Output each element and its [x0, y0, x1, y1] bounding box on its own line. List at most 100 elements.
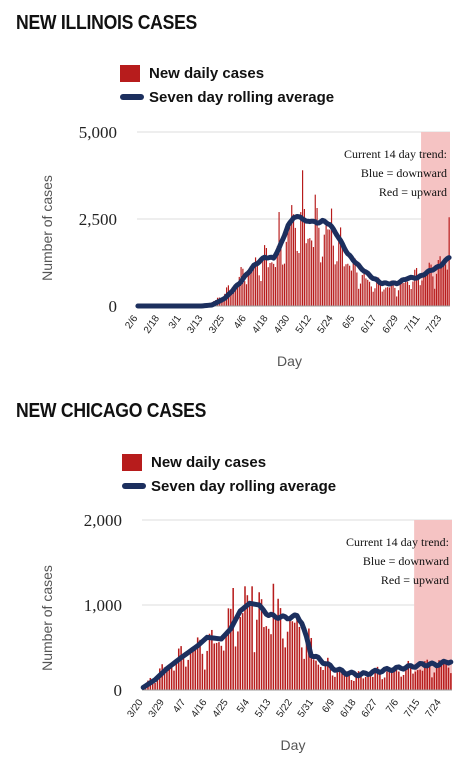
daily-bar — [236, 287, 239, 306]
daily-bar — [367, 279, 369, 306]
x-tick-label: 5/4 — [235, 697, 252, 715]
y-tick-label: 2,000 — [84, 511, 122, 530]
x-tick-label: 6/9 — [320, 697, 337, 715]
daily-bar — [334, 264, 336, 306]
daily-bar — [220, 645, 223, 690]
daily-bar — [201, 653, 204, 690]
daily-bar — [424, 661, 426, 690]
daily-bar — [233, 286, 235, 306]
daily-bar — [249, 266, 251, 306]
legend-item-average[interactable]: Seven day rolling average — [120, 85, 334, 109]
daily-bars — [142, 583, 452, 690]
daily-bar — [381, 679, 384, 690]
trend-annotation: Blue = downward — [361, 166, 447, 180]
daily-bar — [151, 679, 154, 690]
daily-bar — [443, 263, 445, 306]
daily-bar — [428, 666, 431, 690]
x-tick-label: 4/25 — [211, 697, 231, 720]
x-tick-label: 7/6 — [384, 697, 401, 715]
daily-bar — [379, 671, 381, 690]
daily-bar — [248, 603, 251, 690]
daily-bar — [405, 281, 407, 306]
illinois-cases-chart: 0 2,500 5,000 2/6 2/18 3/1 3/13 3/25 4/6 4/18 4/30… — [39, 123, 452, 369]
daily-bar — [211, 629, 213, 690]
daily-bar — [350, 270, 353, 306]
daily-bar — [168, 665, 171, 690]
daily-bar — [374, 288, 376, 306]
x-tick-label: 3/29 — [147, 697, 167, 720]
daily-bar — [192, 649, 194, 690]
daily-bar — [296, 615, 298, 690]
daily-bar — [376, 666, 379, 690]
daily-bar — [448, 217, 450, 306]
daily-bar — [360, 672, 362, 690]
daily-bar — [343, 671, 346, 690]
daily-bar — [303, 208, 305, 306]
daily-bar — [412, 281, 414, 306]
daily-bar — [347, 263, 349, 306]
y-tick-label: 0 — [109, 297, 118, 316]
x-tick-label: 5/12 — [294, 313, 314, 336]
daily-bar — [394, 287, 396, 306]
daily-bar — [293, 622, 296, 690]
daily-bar — [361, 274, 363, 306]
daily-bar — [405, 665, 407, 690]
daily-bar — [282, 638, 284, 690]
daily-bar — [312, 247, 315, 306]
daily-bar — [246, 595, 249, 690]
daily-bar — [329, 664, 331, 690]
legend-label-average: Seven day rolling average — [151, 477, 337, 495]
daily-bar — [309, 238, 311, 306]
rolling-average-line — [135, 213, 452, 309]
legend-illinois: New daily cases Seven day rolling averag… — [120, 61, 334, 109]
daily-bar — [185, 666, 187, 690]
rolling-average-line — [140, 600, 454, 690]
daily-bar — [206, 650, 208, 690]
daily-bar — [215, 642, 218, 690]
daily-bar — [355, 674, 357, 690]
daily-bar — [189, 652, 192, 690]
legend-item-average[interactable]: Seven day rolling average — [122, 474, 336, 498]
daily-bar — [303, 658, 305, 690]
daily-bar — [416, 670, 419, 690]
daily-bar — [262, 259, 264, 306]
y-tick-label: 2,500 — [79, 210, 117, 229]
daily-bar — [381, 291, 383, 306]
daily-bar — [269, 262, 271, 306]
daily-bar — [426, 272, 429, 306]
daily-bar — [338, 234, 340, 306]
daily-bar — [324, 661, 327, 690]
daily-bar — [265, 626, 268, 690]
daily-bar — [383, 677, 386, 690]
x-tick-label: 6/5 — [340, 313, 357, 331]
daily-bar — [403, 283, 405, 306]
trend-annotation: Red = upward — [381, 573, 449, 587]
daily-bar — [437, 260, 439, 306]
daily-bar — [359, 283, 362, 306]
daily-bar — [289, 620, 291, 690]
daily-bar — [368, 281, 371, 306]
daily-bar — [345, 264, 347, 306]
x-tick-label: 5/22 — [275, 697, 295, 720]
daily-bar — [444, 264, 447, 306]
daily-bar — [156, 677, 159, 690]
legend-item-daily[interactable]: New daily cases — [122, 450, 336, 474]
x-tick-label: 7/23 — [424, 313, 444, 336]
daily-bar — [421, 280, 423, 306]
daily-bar — [370, 286, 372, 306]
daily-bar — [284, 647, 286, 690]
x-tick-label: 3/13 — [185, 313, 205, 336]
daily-bar — [327, 657, 329, 690]
daily-bar — [272, 583, 275, 690]
daily-bar — [170, 667, 173, 690]
daily-bar — [323, 234, 325, 306]
daily-bar — [365, 278, 367, 306]
daily-bar — [222, 300, 224, 306]
daily-bar — [265, 248, 267, 306]
legend-item-daily[interactable]: New daily cases — [120, 61, 334, 85]
daily-bar — [315, 660, 317, 690]
daily-bar — [401, 279, 403, 306]
x-tick-label: 6/18 — [338, 697, 358, 720]
daily-bar — [270, 634, 272, 690]
daily-bar — [273, 263, 275, 306]
